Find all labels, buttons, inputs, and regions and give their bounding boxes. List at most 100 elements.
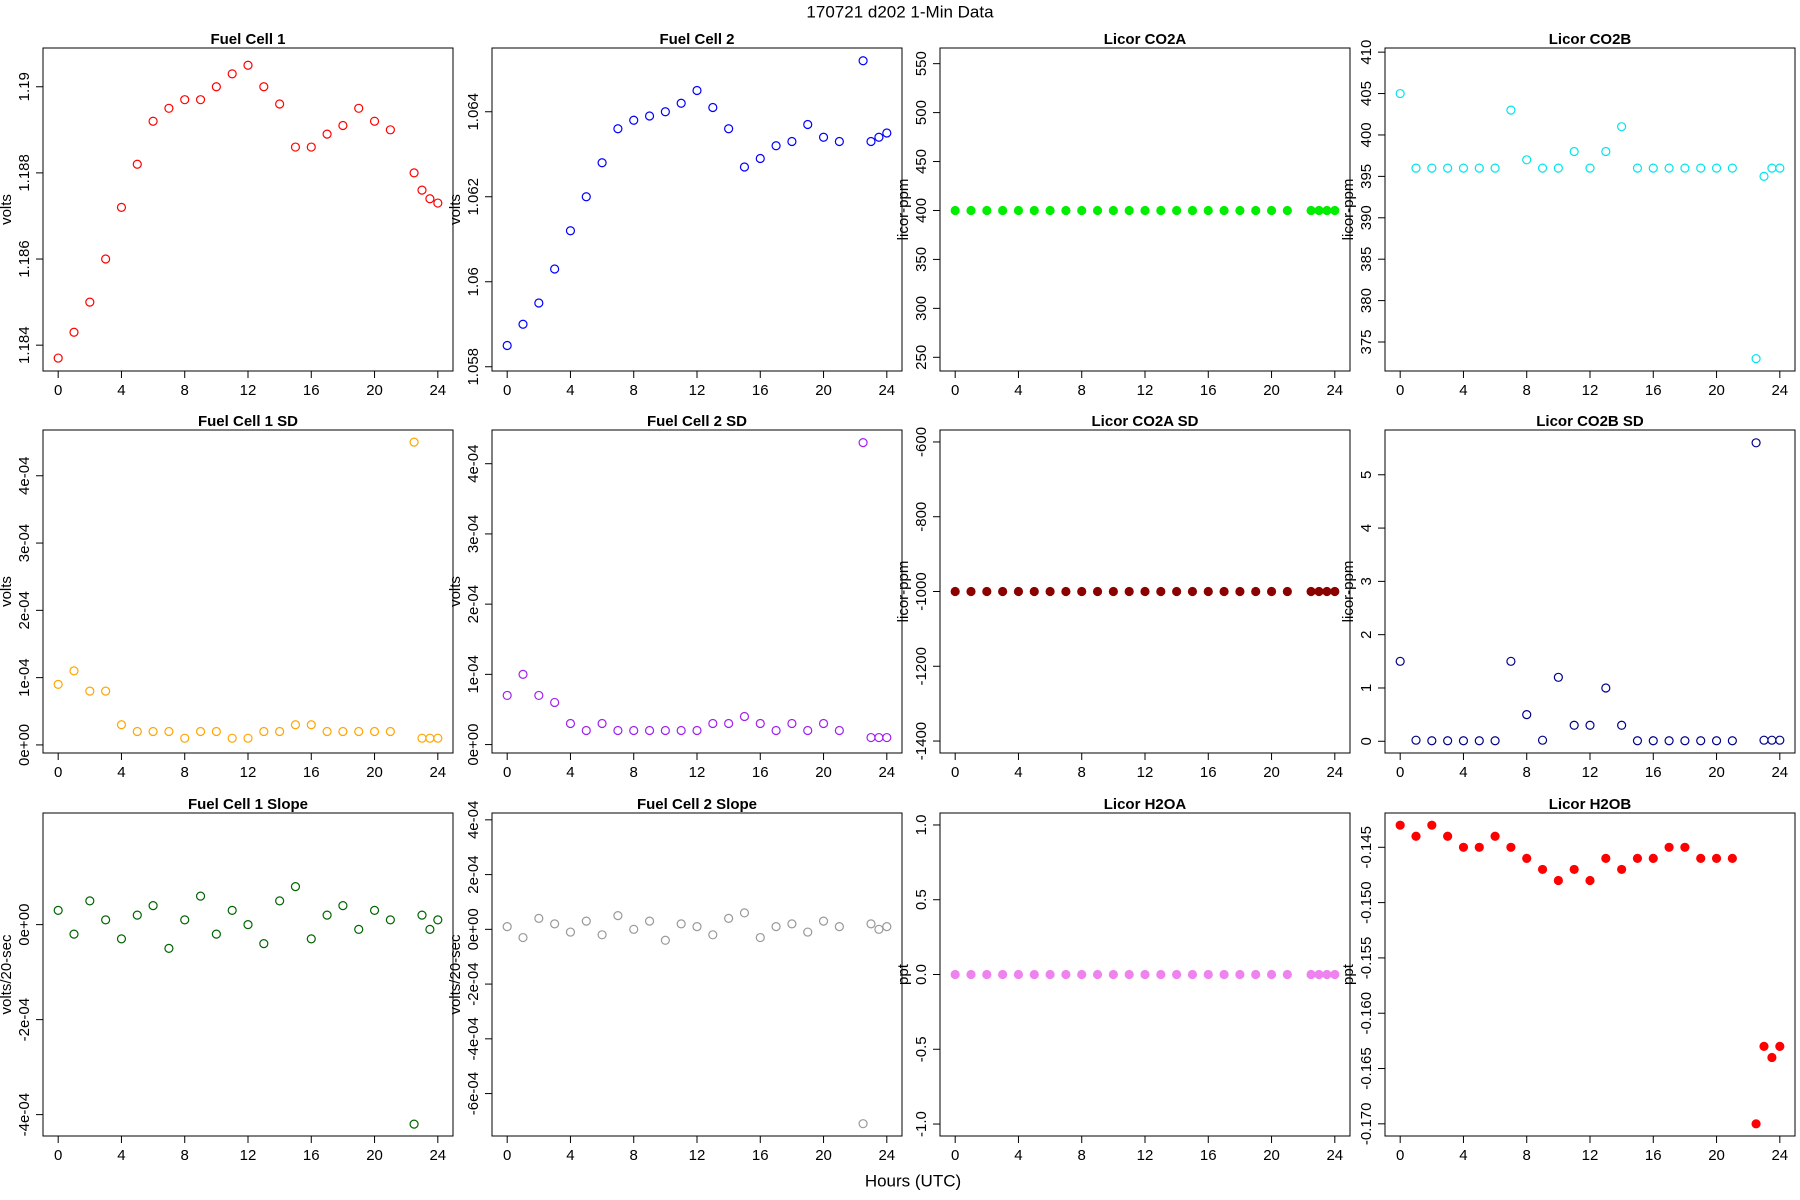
- x-tick-label: 20: [1708, 764, 1725, 781]
- y-axis-label: volts/20-sec: [447, 934, 464, 1015]
- data-point: [1203, 205, 1213, 216]
- data-point: [771, 141, 781, 151]
- x-tick-label: 16: [1200, 764, 1217, 781]
- data-point: [739, 162, 750, 172]
- x-tick-label: 0: [1396, 1147, 1404, 1164]
- data-point: [1411, 163, 1421, 173]
- data-point: [581, 192, 591, 202]
- x-tick-label: 4: [117, 764, 125, 781]
- data-point: [724, 718, 734, 729]
- data-point: [1585, 720, 1595, 730]
- data-point: [1664, 842, 1674, 852]
- data-point: [644, 725, 655, 736]
- y-tick-label: -4e-04: [465, 1017, 482, 1060]
- data-point: [597, 158, 607, 168]
- data-point: [1648, 853, 1658, 863]
- y-axis-label: volts: [447, 194, 464, 225]
- panel-title: Licor CO2A SD: [1092, 413, 1199, 430]
- data-point: [502, 340, 512, 351]
- y-tick-label: 4: [1358, 524, 1375, 532]
- data-point: [803, 725, 813, 736]
- data-point: [787, 136, 797, 147]
- data-point: [1395, 88, 1405, 99]
- y-tick-label: 0e+00: [16, 724, 33, 766]
- data-point: [1617, 720, 1627, 730]
- data-point: [1601, 683, 1611, 693]
- panel-title: Licor CO2A: [1104, 31, 1187, 48]
- data-point: [1775, 735, 1785, 745]
- x-tick-label: 0: [54, 764, 62, 781]
- x-tick-label: 16: [303, 1147, 320, 1164]
- x-tick-label: 12: [1137, 1147, 1154, 1164]
- data-point: [1092, 205, 1103, 216]
- data-point: [148, 726, 158, 737]
- x-tick-label: 16: [752, 382, 769, 399]
- data-point: [1029, 205, 1039, 216]
- data-point: [85, 686, 95, 696]
- data-point: [1322, 969, 1332, 980]
- data-point: [1156, 586, 1166, 597]
- data-point: [1203, 969, 1213, 980]
- x-tick-label: 4: [1459, 382, 1467, 399]
- panel-title: Licor H2OA: [1104, 796, 1187, 813]
- data-point: [1330, 205, 1340, 216]
- data-point: [676, 725, 686, 736]
- data-point: [1775, 163, 1785, 173]
- data-point: [290, 142, 301, 152]
- data-point: [1751, 353, 1761, 364]
- panel-title: Fuel Cell 1 SD: [198, 413, 298, 430]
- data-point: [874, 132, 884, 142]
- x-tick-label: 4: [566, 1147, 574, 1164]
- y-tick-label: -0.150: [1358, 881, 1375, 924]
- y-tick-label: 4e-04: [465, 445, 482, 483]
- y-tick-label: 0e+00: [465, 724, 482, 766]
- data-point: [950, 586, 960, 597]
- data-point: [1553, 163, 1563, 173]
- data-point: [1458, 163, 1469, 173]
- x-tick-label: 20: [1263, 1147, 1280, 1164]
- x-tick-label: 24: [1771, 764, 1788, 781]
- y-tick-label: 350: [913, 247, 930, 272]
- data-point: [998, 586, 1008, 597]
- data-point: [164, 103, 174, 113]
- y-tick-label: 2e-04: [465, 585, 482, 623]
- data-point: [1443, 831, 1453, 841]
- x-tick-label: 12: [1582, 382, 1599, 399]
- data-point: [1522, 155, 1532, 165]
- data-point: [1537, 163, 1548, 173]
- data-point: [1537, 864, 1548, 875]
- data-point: [644, 916, 655, 926]
- data-point: [132, 159, 142, 169]
- x-tick-label: 0: [951, 1147, 959, 1164]
- x-tick-label: 24: [429, 382, 446, 399]
- data-point: [1569, 146, 1579, 157]
- data-point: [724, 124, 734, 134]
- x-tick-label: 12: [1137, 382, 1154, 399]
- data-point: [275, 99, 285, 109]
- data-point: [1617, 864, 1627, 875]
- data-point: [858, 1119, 868, 1129]
- data-point: [966, 969, 976, 980]
- data-point: [1711, 853, 1722, 863]
- data-point: [818, 916, 829, 926]
- data-point: [1172, 586, 1182, 597]
- x-tick-label: 24: [878, 1147, 895, 1164]
- data-point: [101, 686, 111, 696]
- data-point: [1282, 205, 1292, 216]
- data-point: [1266, 969, 1277, 980]
- data-point: [211, 82, 221, 92]
- data-point: [259, 939, 269, 949]
- data-point: [1711, 736, 1722, 746]
- y-tick-label: 1e-04: [16, 658, 33, 696]
- x-tick-label: 16: [1645, 1147, 1662, 1164]
- data-point: [85, 297, 95, 307]
- x-tick-label: 20: [1263, 764, 1280, 781]
- data-point: [69, 327, 79, 337]
- y-tick-label: -2e-04: [16, 998, 33, 1041]
- data-point: [534, 298, 544, 308]
- x-tick-label: 16: [752, 764, 769, 781]
- data-point: [290, 720, 301, 730]
- data-point: [259, 82, 269, 92]
- data-point: [148, 116, 158, 126]
